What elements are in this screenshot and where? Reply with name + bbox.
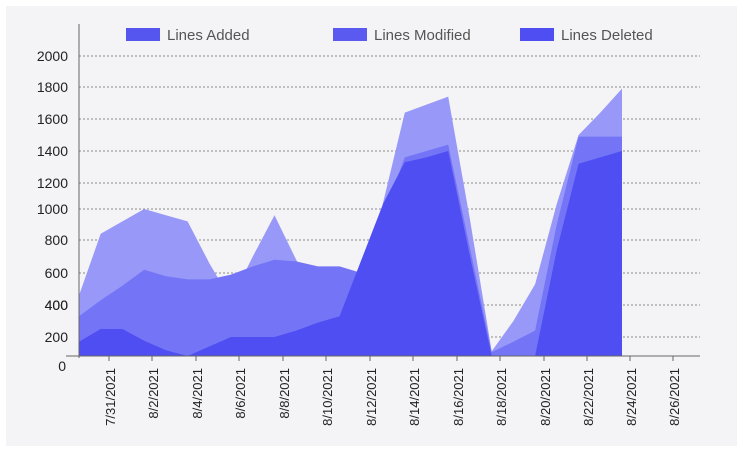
x-tick-label: 8/4/2021	[190, 368, 205, 419]
series-areas	[79, 88, 622, 356]
x-axis-ticks: 7/31/2021 8/2/2021 8/4/2021 8/6/2021 8/8/202…	[103, 356, 682, 426]
x-tick-label: 8/14/2021	[407, 368, 422, 426]
y-tick-label: 0	[58, 358, 66, 374]
legend-label: Lines Deleted	[561, 27, 653, 44]
area-chart: 0200400400600800100012001400160018002000…	[37, 24, 700, 426]
legend-label: Lines Added	[167, 27, 250, 44]
y-tick-label: 1600	[37, 111, 68, 127]
x-tick-label: 8/10/2021	[320, 368, 335, 426]
legend-swatch	[333, 28, 367, 41]
x-tick-label: 8/2/2021	[146, 368, 161, 419]
x-tick-label: 8/22/2021	[581, 368, 596, 426]
series-area-lines-modified	[79, 136, 622, 356]
x-tick-label: 8/16/2021	[451, 368, 466, 426]
y-tick-label: 1200	[37, 175, 68, 191]
y-tick-label: 2000	[37, 48, 68, 64]
y-tick-label: 200	[45, 329, 69, 345]
y-tick-label: 1000	[37, 201, 68, 217]
x-tick-label: 8/8/2021	[277, 368, 292, 419]
legend-label: Lines Modified	[374, 27, 471, 44]
y-tick-label: 400	[45, 297, 69, 313]
x-tick-label: 8/24/2021	[624, 368, 639, 426]
x-tick-label: 8/12/2021	[364, 368, 379, 426]
y-tick-label: 1400	[37, 143, 68, 159]
x-tick-label: 8/26/2021	[667, 368, 682, 426]
x-tick-label: 8/20/2021	[538, 368, 553, 426]
y-tick-label: 600	[45, 265, 69, 281]
series-area-lines-deleted	[79, 151, 622, 356]
chart-panel: 0 200 400 400 600 800 1000 1200 1400 1600 1800 2000…	[6, 6, 737, 446]
y-tick-label: 800	[45, 232, 69, 248]
x-tick-label: 7/31/2021	[103, 368, 118, 426]
legend-swatch	[126, 28, 160, 41]
y-tick-label: 400	[45, 297, 69, 313]
x-tick-label: 8/18/2021	[494, 368, 509, 426]
x-tick-label: 8/6/2021	[233, 368, 248, 419]
legend-swatch	[520, 28, 554, 41]
legend: Lines Added Lines Modified Lines Deleted	[126, 27, 653, 44]
y-tick-label: 1800	[37, 79, 68, 95]
axes	[66, 24, 700, 358]
